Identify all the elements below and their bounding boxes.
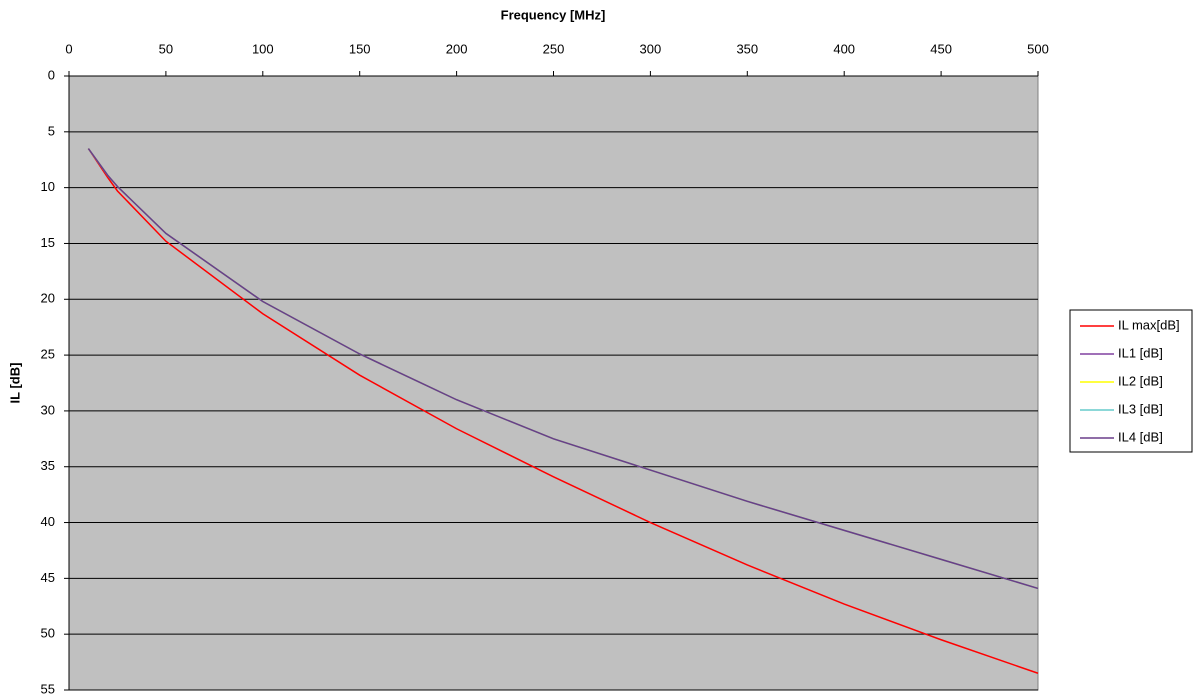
series-line bbox=[87, 148, 1039, 590]
y-tick-label: 5 bbox=[48, 123, 55, 138]
x-tick-label: 150 bbox=[349, 41, 371, 56]
y-tick-label: 40 bbox=[41, 514, 55, 529]
x-tick-label: 400 bbox=[833, 41, 855, 56]
legend-label: IL2 [dB] bbox=[1118, 373, 1163, 388]
y-tick-label: 25 bbox=[41, 347, 55, 362]
legend-box bbox=[1069, 309, 1193, 453]
y-tick-label: 55 bbox=[41, 681, 55, 696]
x-tick-label: 200 bbox=[446, 41, 468, 56]
x-tick-label: 50 bbox=[159, 41, 173, 56]
legend-label: IL max[dB] bbox=[1118, 317, 1180, 332]
y-tick-label: 10 bbox=[41, 179, 55, 194]
series-line bbox=[87, 148, 1039, 674]
y-tick-label: 35 bbox=[41, 458, 55, 473]
x-tick-label: 450 bbox=[930, 41, 952, 56]
legend-label: IL1 [dB] bbox=[1118, 345, 1163, 360]
legend-label: IL4 [dB] bbox=[1118, 429, 1163, 444]
legend-label: IL3 [dB] bbox=[1118, 401, 1163, 416]
y-tick-label: 30 bbox=[41, 402, 55, 417]
y-tick-label: 0 bbox=[48, 67, 55, 82]
x-tick-label: 300 bbox=[640, 41, 662, 56]
y-tick-label: 20 bbox=[41, 291, 55, 306]
y-axis-title: IL [dB] bbox=[7, 363, 22, 404]
x-axis-title: Frequency [MHz] bbox=[501, 7, 606, 22]
x-tick-label: 350 bbox=[736, 41, 758, 56]
y-tick-label: 45 bbox=[41, 570, 55, 585]
x-tick-label: 250 bbox=[543, 41, 565, 56]
x-tick-label: 100 bbox=[252, 41, 274, 56]
x-tick-label: 500 bbox=[1027, 41, 1049, 56]
y-tick-label: 50 bbox=[41, 626, 55, 641]
x-tick-label: 0 bbox=[65, 41, 72, 56]
y-tick-label: 15 bbox=[41, 235, 55, 250]
plot-area bbox=[68, 75, 1039, 691]
